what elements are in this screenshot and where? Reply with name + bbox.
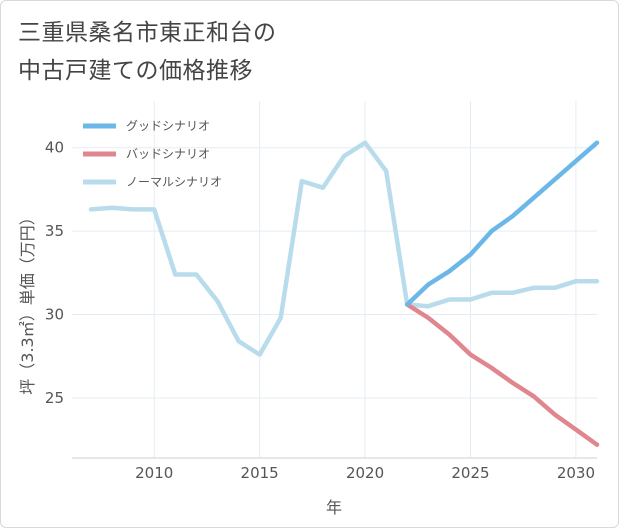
legend-label: グッドシナリオ bbox=[126, 119, 210, 133]
x-tick-labels: 2010 2015 2020 2025 2030 bbox=[135, 464, 595, 482]
y-axis-label: 坪（3.3㎡）単価（万円） bbox=[18, 209, 37, 394]
y-tick-label: 35 bbox=[45, 222, 64, 240]
legend-label: ノーマルシナリオ bbox=[126, 175, 222, 189]
series-line-3 bbox=[88, 140, 600, 357]
chart-title-line2: 中古戸建ての価格推移 bbox=[18, 58, 253, 84]
x-tick-label: 2030 bbox=[557, 464, 595, 482]
chart-title-line1: 三重県桑名市東正和台の bbox=[18, 20, 277, 46]
chart-title: 三重県桑名市東正和台の 中古戸建ての価格推移 bbox=[18, 14, 277, 90]
x-tick-label: 2025 bbox=[451, 464, 489, 482]
y-tick-label: 40 bbox=[45, 139, 64, 157]
series-line-1 bbox=[404, 140, 600, 307]
series-line-2 bbox=[404, 302, 600, 447]
x-tick-label: 2020 bbox=[346, 464, 384, 482]
y-tick-labels: 25 30 35 40 bbox=[45, 139, 64, 407]
x-tick-label: 2010 bbox=[135, 464, 173, 482]
x-axis-label: 年 bbox=[326, 498, 342, 517]
y-tick-label: 30 bbox=[45, 306, 64, 324]
series-lines bbox=[88, 140, 600, 447]
x-tick-label: 2015 bbox=[241, 464, 279, 482]
y-tick-label: 25 bbox=[45, 389, 64, 407]
legend-label: バッドシナリオ bbox=[126, 147, 210, 161]
